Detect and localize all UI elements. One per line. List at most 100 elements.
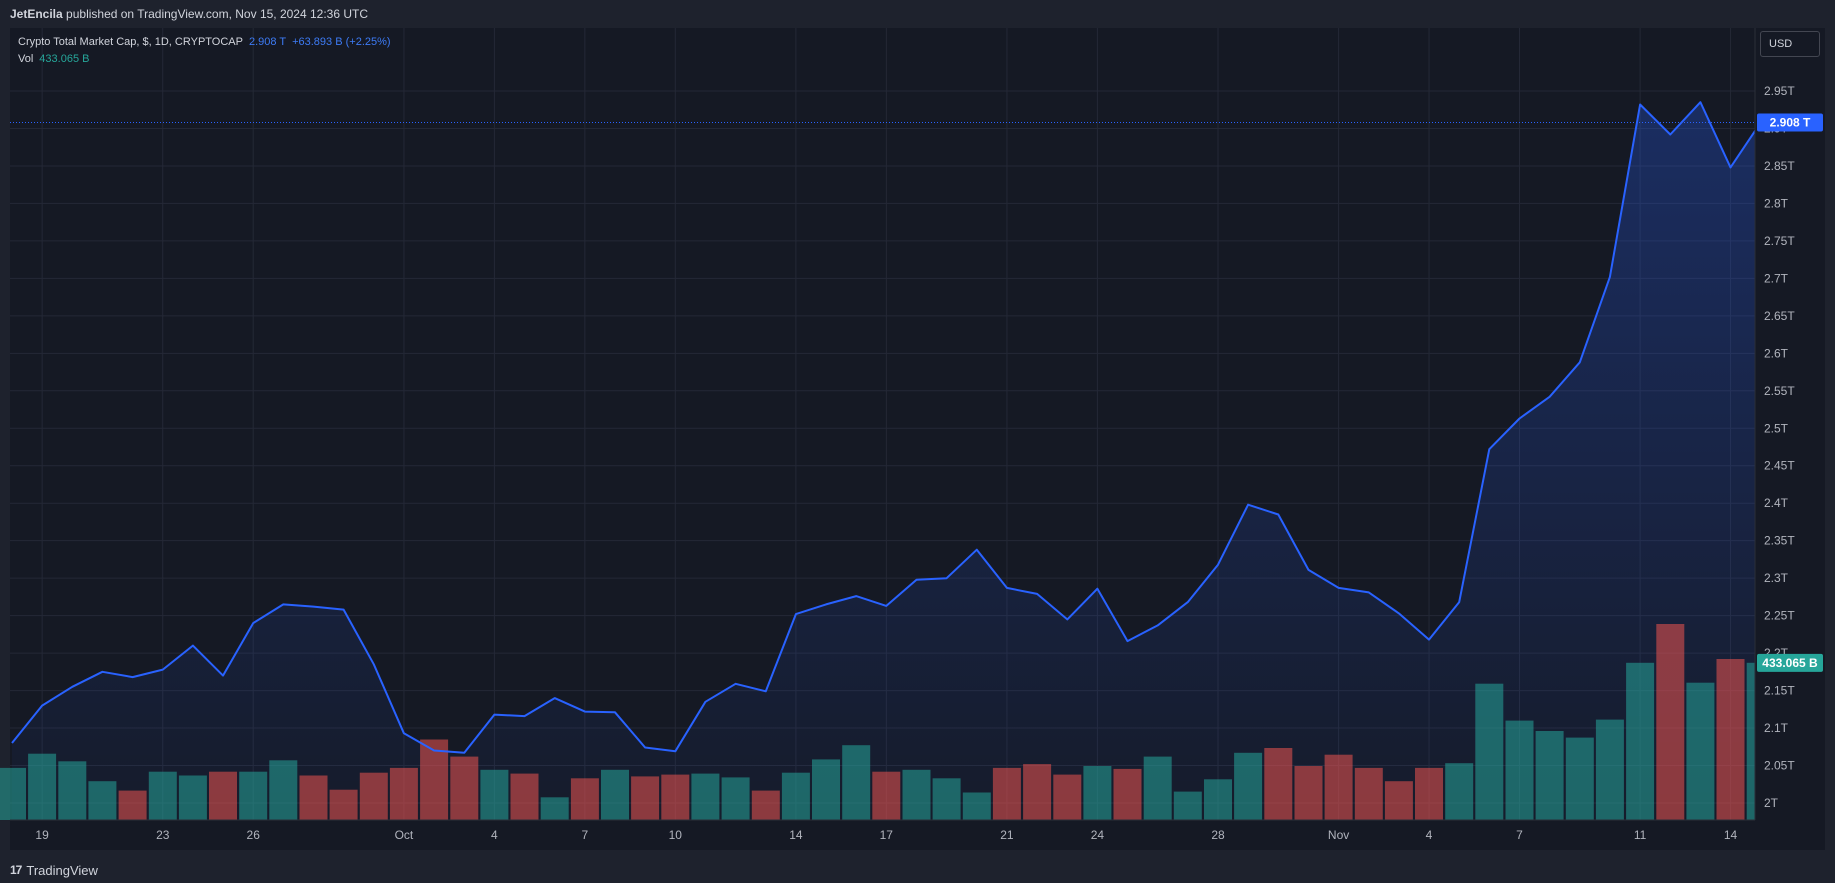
y-tick-label: 2.45T	[1764, 459, 1795, 473]
volume-bar	[631, 776, 660, 820]
volume-bar	[1384, 781, 1413, 820]
volume-bar	[570, 778, 599, 820]
volume-badge: 433.065 B	[1762, 656, 1818, 670]
volume-bar	[1173, 791, 1202, 820]
y-tick-label: 2.1T	[1764, 721, 1789, 735]
volume-bar	[1264, 748, 1293, 820]
y-tick-label: 2.75T	[1764, 234, 1795, 248]
volume-bar	[480, 769, 509, 820]
currency-button[interactable]: USD	[1760, 31, 1820, 57]
volume-bar	[1023, 764, 1052, 820]
x-tick-label: 10	[669, 828, 683, 842]
volume-bar	[661, 774, 690, 820]
y-tick-label: 2.85T	[1764, 159, 1795, 173]
y-tick-label: 2.3T	[1764, 571, 1789, 585]
x-tick-label: 7	[582, 828, 589, 842]
volume-bar	[540, 797, 569, 820]
x-tick-label: 28	[1211, 828, 1225, 842]
author-name[interactable]: JetEncila	[10, 7, 63, 21]
x-tick-label: 14	[789, 828, 803, 842]
x-tick-label: Nov	[1328, 828, 1349, 842]
x-tick-label: 7	[1516, 828, 1523, 842]
volume-bar	[1445, 763, 1474, 820]
x-tick-label: 21	[1000, 828, 1014, 842]
y-tick-label: 2.4T	[1764, 496, 1789, 510]
volume-bar	[148, 771, 177, 820]
x-tick-label: 19	[35, 828, 49, 842]
volume-bar	[751, 790, 780, 820]
volume-badge-bg	[1757, 653, 1823, 672]
volume-bar	[1686, 682, 1715, 820]
volume-bar	[1113, 768, 1142, 820]
y-tick-label: 2T	[1764, 796, 1779, 810]
volume-bar	[1595, 719, 1624, 820]
volume-bar	[1083, 766, 1112, 820]
x-tick-label: 4	[491, 828, 498, 842]
tradingview-logo-icon: 17	[10, 863, 22, 877]
footer: 17 TradingView	[0, 857, 1835, 883]
y-tick-label: 2.5T	[1764, 421, 1789, 435]
x-tick-label: 23	[156, 828, 170, 842]
symbol-title[interactable]: Crypto Total Market Cap, $, 1D, CRYPTOCA…	[18, 36, 243, 48]
volume-bar	[88, 781, 117, 820]
volume-bar	[902, 769, 931, 820]
volume-bar	[1053, 774, 1082, 820]
volume-bar	[1234, 752, 1263, 820]
volume-label[interactable]: Vol	[18, 53, 34, 65]
x-tick-label: Oct	[395, 828, 414, 842]
volume-bar	[1656, 624, 1685, 820]
legend-price: 2.908 T	[248, 36, 287, 48]
price-line	[11, 101, 1762, 754]
volume-bar	[1535, 731, 1564, 820]
y-tick-label: 2.6T	[1764, 346, 1789, 360]
x-tick-label: 14	[1724, 828, 1738, 842]
volume-bar	[389, 767, 418, 820]
volume-bar	[329, 789, 358, 820]
volume-bar	[58, 761, 87, 820]
x-tick-label: 11	[1634, 828, 1647, 842]
volume-bar	[118, 790, 147, 820]
x-tick-label: 26	[247, 828, 261, 842]
y-tick-label: 2.8T	[1764, 196, 1789, 210]
volume-value: 433.065 B	[39, 53, 90, 65]
volume-bar	[1475, 683, 1504, 820]
volume-bar	[209, 771, 237, 820]
volume-bar	[872, 771, 901, 820]
volume-bar	[1415, 767, 1443, 820]
volume-bar	[299, 775, 328, 820]
chart-legend: Crypto Total Market Cap, $, 1D, CRYPTOCA…	[18, 34, 391, 68]
volume-bar	[842, 745, 871, 820]
published-text: published on TradingView.com, Nov 15, 20…	[66, 7, 369, 21]
volume-bar	[420, 739, 449, 820]
volume-bar	[1143, 756, 1172, 820]
y-tick-label: 2.55T	[1764, 384, 1795, 398]
price-badge-bg	[1757, 113, 1823, 132]
y-tick-label: 2.95T	[1764, 84, 1795, 98]
volume-bar	[28, 753, 57, 820]
volume-bar	[450, 756, 479, 820]
volume-bar	[1565, 737, 1594, 820]
y-tick-label: 2.05T	[1764, 759, 1795, 773]
volume-bar	[1204, 779, 1232, 820]
volume-bar	[812, 759, 840, 820]
volume-bar	[962, 792, 991, 820]
volume-bar	[1505, 720, 1534, 820]
volume-bar	[691, 773, 720, 820]
legend-change: +63.893 B (+2.25%)	[292, 36, 391, 48]
footer-brand[interactable]: TradingView	[26, 862, 98, 878]
price-axis	[1755, 28, 1825, 820]
volume-bar	[1354, 767, 1383, 820]
volume-bar	[1716, 659, 1745, 820]
volume-bar	[992, 767, 1021, 820]
volume-bar	[269, 760, 298, 820]
volume-bar	[359, 772, 388, 820]
price-badge: 2.908 T	[1770, 115, 1811, 129]
x-tick-label: 17	[880, 828, 894, 842]
volume-bar	[239, 771, 268, 820]
volume-bar	[0, 767, 26, 820]
publish-header: JetEncila published on TradingView.com, …	[0, 0, 1835, 28]
volume-bar	[721, 777, 750, 820]
volume-bar	[1324, 754, 1353, 820]
volume-bar	[1626, 662, 1655, 820]
